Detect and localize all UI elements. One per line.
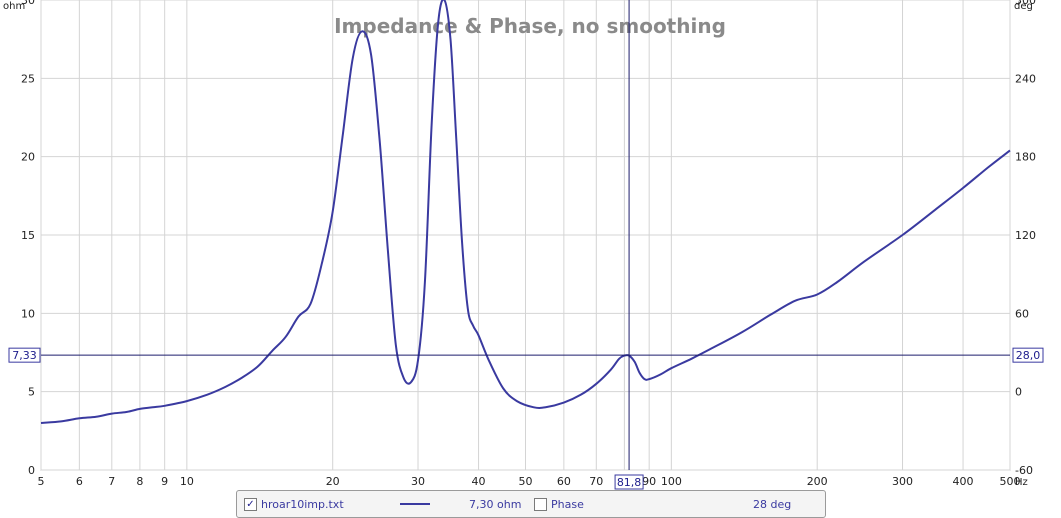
y2-tick-label: 240 (1015, 72, 1036, 85)
legend-impedance-value: 7,30 ohm (469, 498, 522, 511)
x-tick-label: 200 (807, 475, 828, 488)
x-tick-label: 70 (589, 475, 603, 488)
y-tick-label: 15 (21, 229, 35, 242)
x-tick-label: 400 (953, 475, 974, 488)
chart-title: Impedance & Phase, no smoothing (334, 14, 726, 38)
y-tick-label: 20 (21, 151, 35, 164)
impedance-chart: ohm deg Hz Impedance & Phase, no smoothi… (3, 0, 1044, 490)
x-axis-unit-label: Hz (1015, 477, 1028, 488)
y2-tick-label: 180 (1015, 151, 1036, 164)
y-tick-label: 25 (21, 72, 35, 85)
cursor[interactable]: 7,33 28,0 81,8 (8, 0, 1044, 490)
phase-checkbox[interactable] (534, 498, 547, 511)
x-tick-label: 40 (472, 475, 486, 488)
x-tick-label: 20 (326, 475, 340, 488)
y2-axis-unit-label: deg (1014, 1, 1033, 12)
x-tick-label: 10 (180, 475, 194, 488)
cursor-x-label: 81,8 (617, 476, 642, 489)
x-tick-label: 5 (38, 475, 45, 488)
y2-tick-label: 120 (1015, 229, 1036, 242)
cursor-y-right-label: 28,0 (1016, 349, 1041, 362)
y-tick-label: 5 (28, 386, 35, 399)
x-tick-label: 100 (661, 475, 682, 488)
cursor-x-label-box (614, 474, 644, 490)
cursor-y-left-label: 7,33 (12, 349, 37, 362)
y2-tick-label: 0 (1015, 386, 1022, 399)
y-axis-unit-label: ohm (3, 1, 25, 12)
legend-phase-name: Phase (551, 498, 584, 511)
y2-tick-label: -60 (1015, 464, 1033, 477)
y2-tick-label: 300 (1015, 0, 1036, 7)
x-tick-label: 500 (1000, 475, 1021, 488)
y-axis-ticks: 0 5 10 15 20 25 30 (21, 0, 35, 477)
x-tick-label: 8 (136, 475, 143, 488)
x-tick-label: 30 (411, 475, 425, 488)
x-tick-label: 300 (892, 475, 913, 488)
y-tick-label: 10 (21, 307, 35, 320)
series-group (40, 0, 1011, 424)
x-tick-label: 7 (108, 475, 115, 488)
cursor-y-left-label-box (8, 347, 41, 363)
legend: ✓ hroar10imp.txt 7,30 ohm Phase 28 deg (236, 490, 826, 518)
y-tick-label: 0 (28, 464, 35, 477)
y-tick-label: 30 (21, 0, 35, 7)
x-tick-label: 6 (76, 475, 83, 488)
cursor-y-right-label-box (1012, 347, 1044, 363)
legend-impedance-name: hroar10imp.txt (261, 498, 344, 511)
x-axis-ticks: 5 6 7 8 9 10 20 30 40 50 60 70 90 100 200 300 400 500 (38, 475, 1021, 488)
y2-tick-label: 60 (1015, 307, 1029, 320)
y2-axis-ticks: -60 0 60 120 180 240 300 (1015, 0, 1036, 477)
legend-impedance-swatch (400, 503, 430, 505)
x-tick-label: 90 (642, 475, 656, 488)
impedance-series-line (40, 0, 1011, 424)
x-tick-label: 50 (519, 475, 533, 488)
grid-lines (40, 0, 1011, 471)
legend-phase-value: 28 deg (753, 498, 792, 511)
x-tick-label: 60 (557, 475, 571, 488)
impedance-checkbox[interactable]: ✓ (244, 498, 257, 511)
x-tick-label: 9 (161, 475, 168, 488)
check-icon: ✓ (246, 499, 255, 510)
